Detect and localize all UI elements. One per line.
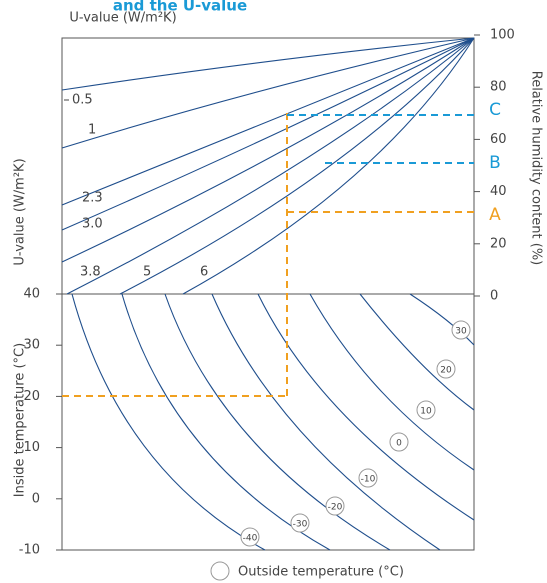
right-axis-label: Relative humidity content (%): [529, 71, 544, 266]
temperature-badge: [451, 320, 471, 340]
right-tick-label: 0: [490, 289, 498, 304]
left-top-axis-label: U-value (W/m²K): [13, 158, 28, 265]
temperature-badge: [436, 359, 456, 379]
u-label: 5: [143, 265, 151, 280]
left-tick-label: 30: [23, 338, 40, 353]
title: and the U-value: [113, 0, 247, 15]
right-tick-label: 60: [490, 132, 507, 147]
marker-b: B: [489, 153, 501, 173]
temperature-label: 10: [420, 407, 432, 417]
temperature-curve: [121, 293, 331, 551]
left-bottom-axis-label: Inside temperature (°C): [13, 343, 28, 497]
u-label: 3.8: [80, 265, 101, 280]
temperature-curve: [309, 293, 475, 471]
marker-c: C: [489, 100, 501, 120]
u-label: 6: [200, 265, 208, 280]
right-tick-label: 40: [490, 184, 507, 199]
temperature-curve: [211, 293, 441, 551]
u-curve: [66, 37, 475, 295]
temperature-curve: [257, 293, 475, 521]
temperature-label: 0: [396, 439, 402, 449]
u-label: 1: [88, 123, 96, 138]
temperature-badge: [416, 400, 436, 420]
temperature-badge: [290, 513, 310, 533]
u-curve: [61, 37, 475, 231]
temperature-badge: [325, 496, 345, 516]
temperature-badge: [240, 527, 260, 547]
temperature-label: -30: [293, 520, 308, 530]
left-tick-label: 10: [23, 440, 40, 455]
left-tick-label: -10: [19, 543, 40, 558]
u-curve: [119, 37, 475, 295]
u-label: 2.3: [82, 191, 103, 206]
u-curve: [61, 37, 475, 263]
u-curve: [61, 37, 475, 206]
left-tick-label: 40: [23, 287, 40, 302]
temperature-curve: [164, 293, 391, 551]
left-tick-label: 0: [32, 491, 40, 506]
temperature-curve: [409, 293, 475, 346]
left-tick-label: 20: [23, 389, 40, 404]
temperature-label: -40: [243, 534, 258, 544]
u-curve: [61, 37, 475, 91]
temperature-label: 30: [455, 327, 467, 337]
right-tick-label: 20: [490, 236, 507, 251]
legend-symbol: [210, 561, 230, 581]
temperature-label: -20: [328, 503, 343, 513]
temperature-badge: [358, 468, 378, 488]
marker-a: A: [489, 205, 501, 225]
u-curve: [61, 37, 475, 149]
right-tick-label: 100: [490, 28, 515, 43]
temperature-label: 20: [440, 366, 452, 376]
top-left-label: U-value (W/m²K): [69, 11, 176, 26]
u-curve: [182, 37, 475, 295]
legend: Outside temperature (°C): [238, 565, 404, 580]
curves: [61, 37, 475, 551]
temperature-label: -10: [361, 475, 376, 485]
u-label: 0.5: [72, 93, 93, 108]
temperature-badge: [389, 432, 409, 452]
temperature-curve: [71, 293, 266, 551]
u-label: 3.0: [82, 217, 103, 232]
right-tick-label: 80: [490, 80, 507, 95]
temperature-curve: [359, 293, 475, 411]
